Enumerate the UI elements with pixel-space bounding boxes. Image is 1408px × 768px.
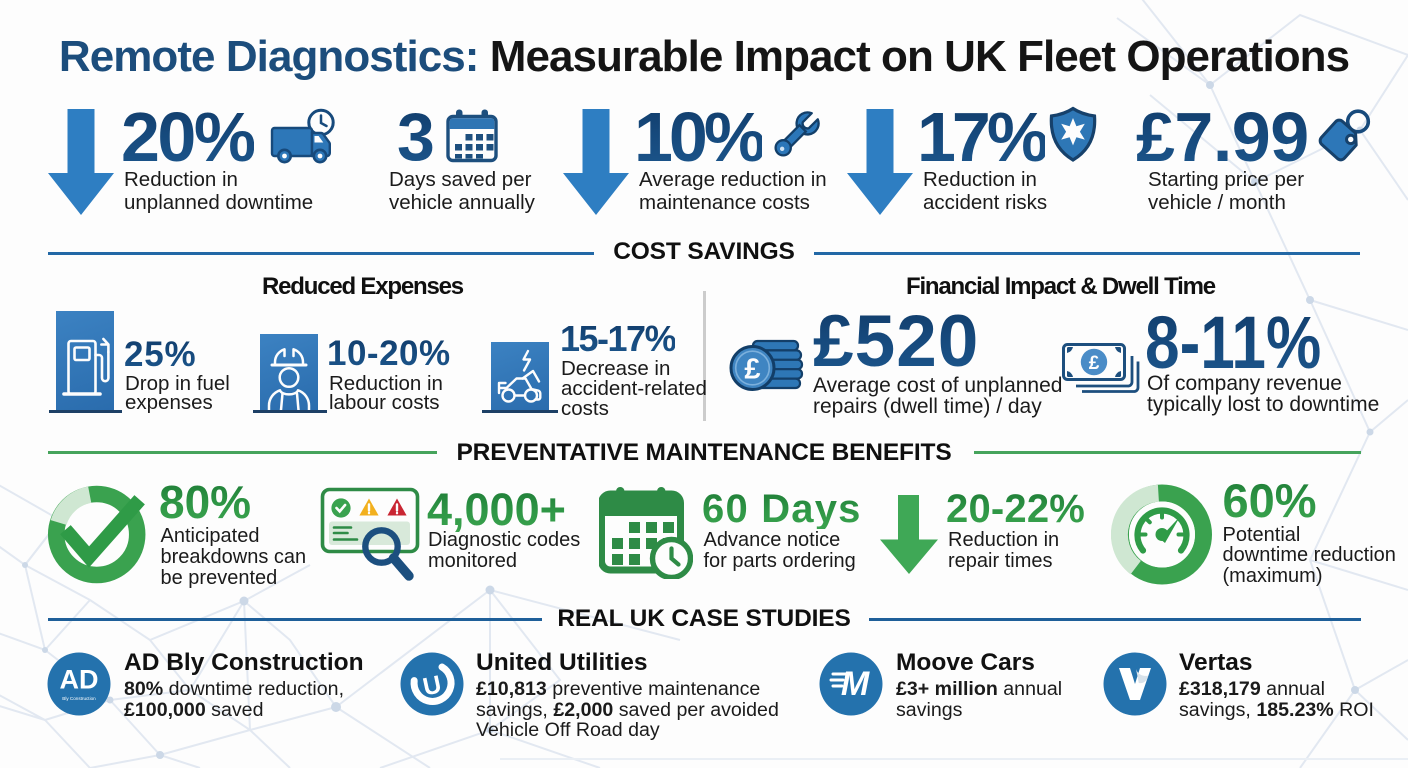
svg-text:£: £ — [1089, 353, 1100, 374]
svg-text:AD: AD — [60, 664, 99, 694]
svg-text:£: £ — [744, 354, 760, 386]
svg-text:M: M — [841, 665, 870, 703]
svg-text:U: U — [420, 670, 443, 701]
svg-text:Bly Construction: Bly Construction — [62, 696, 96, 701]
